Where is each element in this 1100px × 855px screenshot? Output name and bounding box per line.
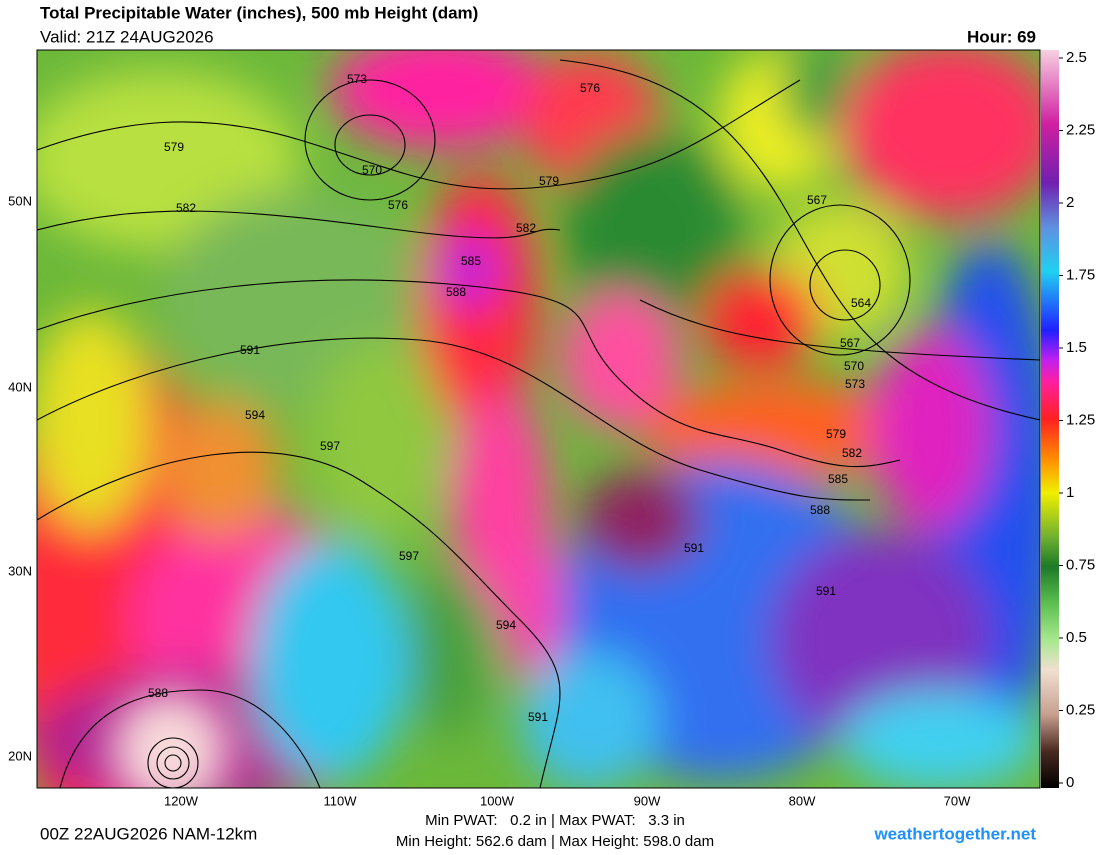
contour-label: 591 [528,710,548,724]
contour-label: 570 [844,359,864,373]
longitude-label: 110W [324,793,358,808]
contour-label: 594 [245,408,265,422]
contour-label: 594 [496,618,516,632]
contour-label: 582 [176,201,196,215]
contour-label: 579 [826,427,846,441]
contour-label: 597 [399,549,419,563]
contour-label: 579 [164,140,184,154]
colorbar-tick-label: 1.5 [1066,339,1087,356]
valid-time: Valid: 21Z 24AUG2026 [40,27,214,46]
colorbar-tick-label: 2.5 [1066,49,1087,66]
colorbar [1041,50,1059,788]
contour-label: 576 [388,198,408,212]
longitude-label: 90W [634,793,661,808]
contour-label: 591 [816,584,836,598]
colorbar-tick-label: 2 [1066,194,1074,211]
latitude-label: 30N [8,563,32,578]
model-run: 00Z 22AUG2026 NAM-12km [40,824,257,843]
contour-label: 573 [347,72,367,86]
contour-label: 579 [539,174,559,188]
contour-label: 591 [684,541,704,555]
longitude-label: 120W [164,793,199,808]
contour-label: 570 [362,163,382,177]
longitude-label: 100W [480,793,515,808]
contour-label: 585 [461,254,481,268]
contour-label: 576 [580,81,600,95]
colorbar-tick-label: 2.25 [1066,121,1095,138]
contour-label: 588 [446,285,466,299]
longitude-label: 70W [944,793,971,808]
contour-label: 564 [851,296,871,310]
colorbar-tick-label: 0.25 [1066,701,1095,718]
colorbar-tick-label: 1.25 [1066,411,1095,428]
colorbar-tick-label: 1.75 [1066,266,1095,283]
colorbar-tick-label: 0.5 [1066,629,1087,646]
colorbar-tick-label: 1 [1066,484,1074,501]
contour-label: 582 [842,446,862,460]
longitude-label: 80W [789,793,816,808]
colorbar-tick-label: 0 [1066,774,1074,791]
contour-label: 573 [845,377,865,391]
colorbar-tick-label: 0.75 [1066,556,1095,573]
forecast-hour: Hour: 69 [967,27,1036,46]
contour-label: 567 [807,193,827,207]
map-frame [36,49,1041,789]
contour-label: 591 [240,343,260,357]
latitude-label: 40N [8,379,32,394]
contour-label: 582 [516,221,536,235]
pwat-range: Min PWAT: 0.2 in | Max PWAT: 3.3 in [425,812,685,829]
height-range: Min Height: 562.6 dam | Max Height: 598.… [396,833,714,850]
contour-label: 588 [810,503,830,517]
contour-label: 588 [148,686,168,700]
map-title: Total Precipitable Water (inches), 500 m… [40,3,478,22]
latitude-label: 50N [8,193,32,208]
site-name: weathertogether.net [873,824,1036,843]
contour-label: 597 [320,439,340,453]
contour-label: 585 [828,472,848,486]
latitude-label: 20N [8,748,32,763]
contour-label: 567 [840,336,860,350]
map-field [37,50,1040,788]
